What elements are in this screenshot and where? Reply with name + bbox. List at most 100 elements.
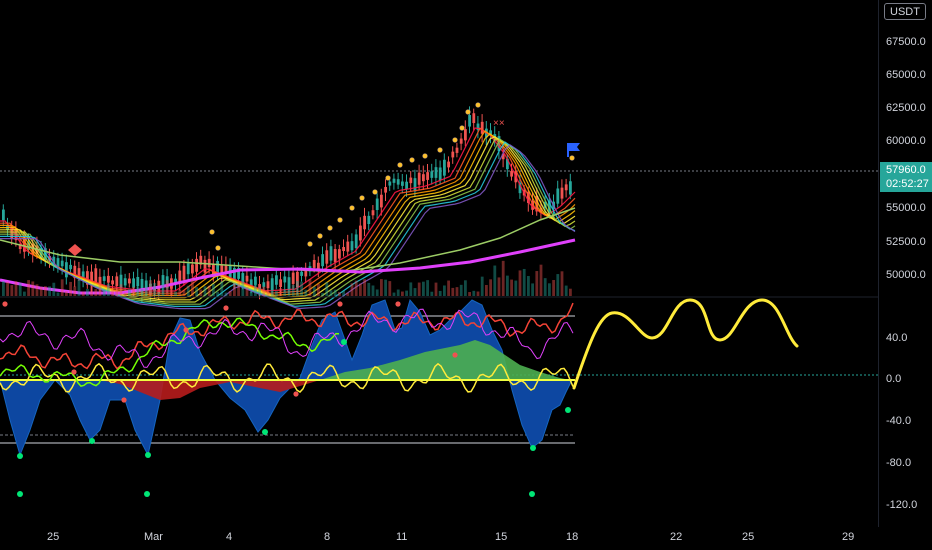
volume-bar — [128, 289, 131, 296]
price-tick-label: 67500.0 — [886, 36, 926, 48]
candle-body — [56, 258, 60, 268]
candle-body — [346, 241, 350, 252]
signal-dot — [409, 157, 415, 163]
signal-dot — [209, 229, 215, 235]
volume-bar — [430, 291, 434, 296]
volume-bar — [548, 283, 551, 296]
candle-body — [527, 191, 530, 203]
volume-bar — [140, 289, 144, 296]
candle-body — [27, 242, 30, 250]
candle-body — [136, 276, 140, 287]
signal-dot — [215, 245, 221, 251]
volume-bar — [186, 285, 190, 296]
volume-bar — [102, 289, 106, 296]
volume-bar — [447, 280, 450, 296]
candle-body — [144, 280, 148, 290]
candle-body — [203, 259, 207, 273]
signal-dot — [569, 155, 575, 161]
signal-dot — [359, 195, 365, 201]
volume-bar — [409, 282, 413, 296]
candle-body — [111, 280, 114, 285]
candle-body — [119, 274, 123, 288]
sell-dot — [337, 301, 343, 307]
volume-bar — [405, 290, 408, 296]
volume-bar — [65, 291, 68, 296]
candle-body — [338, 249, 341, 259]
volume-bar — [312, 286, 316, 296]
volume-bar — [434, 282, 438, 296]
oscillator-pane[interactable] — [0, 296, 878, 497]
volume-bar — [203, 286, 207, 296]
volume-bar — [363, 279, 366, 296]
candle-body — [216, 260, 219, 275]
volume-bar — [182, 290, 186, 296]
candle-body — [69, 264, 72, 270]
volume-bar — [476, 291, 480, 296]
time-tick-label: 22 — [670, 531, 683, 543]
candle-body — [161, 275, 165, 288]
candle-body — [291, 272, 295, 284]
candle-body — [321, 254, 324, 267]
candle-body — [48, 256, 51, 261]
ma-ribbon — [0, 127, 576, 310]
candle-body — [422, 174, 425, 182]
volume-bar — [161, 283, 165, 296]
buy-dot — [144, 491, 150, 497]
candle-body — [489, 130, 492, 135]
signal-dot — [385, 175, 391, 181]
signal-markers — [209, 102, 575, 251]
candle-body — [569, 181, 572, 195]
sell-dot — [121, 397, 127, 403]
volume-bar — [220, 281, 224, 296]
candle-body — [451, 151, 455, 158]
volume-bar — [39, 286, 43, 296]
volume-bar — [501, 260, 505, 296]
candlesticks — [2, 106, 572, 303]
price-axis[interactable] — [878, 0, 932, 527]
volume-bar — [359, 283, 362, 296]
candle-body — [375, 198, 379, 211]
hand-drawn-projection[interactable] — [572, 298, 799, 390]
buy-dot — [341, 339, 347, 345]
volume-bar — [14, 281, 18, 296]
sell-dot — [452, 352, 458, 358]
magenta-oscillator-line — [0, 308, 574, 368]
volume-bar — [497, 277, 501, 296]
volume-bar — [510, 279, 513, 296]
volume-bar — [86, 288, 89, 296]
volume-bar — [426, 280, 429, 296]
volume-bar — [291, 284, 295, 296]
last-price-value: 57960.0 — [886, 164, 926, 176]
candle-body — [384, 186, 387, 193]
candle-body — [426, 172, 429, 180]
candle-body — [430, 171, 434, 178]
volume-bar — [401, 291, 404, 296]
volume-bar — [287, 286, 291, 296]
ma-pink-line — [0, 238, 576, 295]
volume-bar — [552, 280, 555, 296]
candle-body — [52, 256, 56, 265]
osc-tick-label: -120.0 — [886, 499, 918, 511]
currency-badge[interactable]: USDT — [884, 3, 926, 20]
volume-bar — [325, 282, 329, 296]
candle-body — [501, 153, 505, 160]
volume-bar — [388, 281, 392, 296]
candle-body — [237, 268, 240, 279]
volume-bar — [489, 279, 492, 296]
price-tick-label: 52500.0 — [886, 236, 926, 248]
candle-body — [102, 276, 106, 281]
volume-bar — [228, 291, 232, 296]
price-pane[interactable]: ×× — [0, 102, 878, 310]
signal-dot — [422, 153, 428, 159]
volume-bar — [94, 289, 98, 296]
ribbon-line — [0, 138, 576, 305]
volume-bar — [455, 287, 459, 296]
chart-canvas[interactable]: ×× — [0, 0, 878, 550]
candle-body — [464, 129, 467, 141]
volume-bar — [149, 280, 152, 296]
volume-bar — [207, 285, 211, 296]
candle-body — [556, 188, 560, 204]
flag-icon — [567, 143, 580, 157]
volume-bar — [443, 285, 446, 296]
